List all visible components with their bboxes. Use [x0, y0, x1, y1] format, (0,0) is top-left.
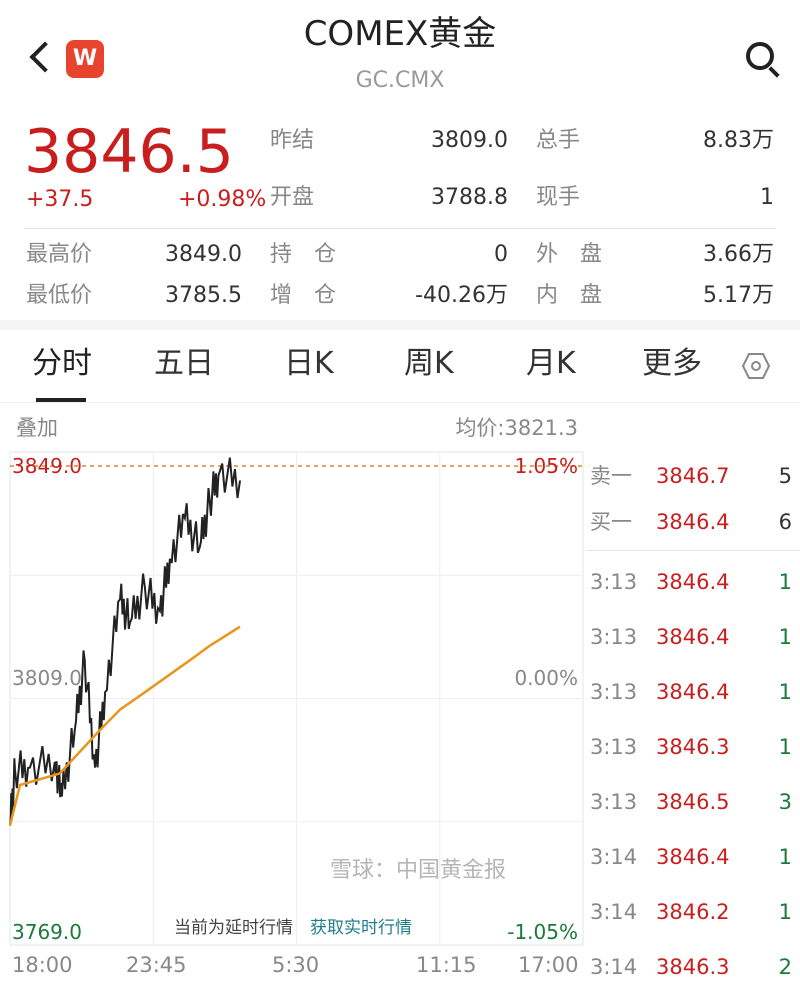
trade-volume: 3 — [778, 790, 792, 814]
trade-price: 3846.4 — [656, 570, 730, 594]
trade-time: 3:13 — [590, 790, 638, 814]
trade-price: 3846.2 — [656, 900, 730, 924]
y-label-high: 3849.0 — [12, 454, 82, 478]
trade-volume: 1 — [778, 570, 792, 594]
stat-label: 昨结 — [270, 128, 315, 153]
last-price: 3846.5 — [24, 117, 234, 187]
realtime-link[interactable]: 获取实时行情 — [310, 918, 412, 938]
stat-label: 最低价 — [26, 283, 93, 308]
active-tab-indicator — [36, 398, 86, 402]
price-line — [9, 457, 242, 826]
trade-time: 3:14 — [590, 845, 638, 869]
trade-price: 3846.3 — [656, 955, 730, 979]
stat-value: 5.17万 — [703, 283, 774, 308]
tab-5day[interactable]: 五日 — [154, 346, 214, 381]
search-icon[interactable] — [746, 42, 774, 70]
average-price-line — [8, 625, 241, 826]
trade-price: 3846.4 — [656, 625, 730, 649]
stat-value: 0 — [494, 242, 508, 267]
trade-volume: 2 — [778, 955, 792, 979]
price-change: +37.5 — [26, 187, 94, 212]
trade-time: 3:13 — [590, 625, 638, 649]
stat-value: -40.26万 — [415, 283, 508, 308]
stat-value: 3788.8 — [431, 185, 508, 210]
app-logo: W — [66, 40, 104, 78]
avg-price: 均价:3821.3 — [455, 416, 578, 440]
tab-daily-k[interactable]: 日K — [284, 346, 334, 381]
x-tick: 18:00 — [12, 953, 73, 977]
x-tick: 11:15 — [416, 953, 477, 977]
stat-label: 外 盘 — [536, 242, 603, 267]
y-pct-mid: 0.00% — [514, 666, 578, 690]
tab-weekly-k[interactable]: 周K — [404, 346, 454, 381]
y-label-low: 3769.0 — [12, 920, 82, 944]
stat-value: 3849.0 — [165, 242, 242, 267]
x-tick: 17:00 — [518, 953, 579, 977]
section-divider — [0, 320, 800, 330]
stat-value: 3785.5 — [165, 283, 242, 308]
trade-time: 3:14 — [590, 955, 638, 979]
stat-label: 内 盘 — [536, 283, 603, 308]
divider — [0, 402, 800, 403]
tab-intraday[interactable]: 分时 — [32, 346, 92, 381]
ask1-vol: 5 — [778, 464, 792, 488]
trade-volume: 1 — [778, 680, 792, 704]
y-pct-high: 1.05% — [514, 454, 578, 478]
stat-value: 1 — [760, 185, 774, 210]
trade-time: 3:13 — [590, 680, 638, 704]
delay-notice: 当前为延时行情 — [174, 918, 293, 938]
x-tick: 5:30 — [272, 953, 320, 977]
trade-price: 3846.3 — [656, 735, 730, 759]
bid1-price: 3846.4 — [656, 510, 730, 534]
trade-price: 3846.4 — [656, 845, 730, 869]
watermark: 雪球：中国黄金报 — [330, 858, 507, 883]
stat-label: 持 仓 — [270, 242, 337, 267]
trade-time: 3:14 — [590, 900, 638, 924]
stat-label: 总手 — [536, 128, 581, 153]
tab-monthly-k[interactable]: 月K — [526, 346, 576, 381]
stat-label: 开盘 — [270, 185, 315, 210]
trade-volume: 1 — [778, 735, 792, 759]
page-title: COMEX黄金 — [303, 14, 497, 54]
ask1-label: 卖一 — [590, 464, 632, 488]
instrument-code: GC.CMX — [355, 68, 445, 93]
price-change-pct: +0.98% — [178, 187, 267, 212]
divider — [586, 550, 800, 551]
trade-volume: 1 — [778, 845, 792, 869]
trade-price: 3846.5 — [656, 790, 730, 814]
intraday-chart — [8, 451, 584, 946]
y-label-mid: 3809.0 — [12, 666, 82, 690]
bid1-label: 买一 — [590, 510, 632, 534]
stat-label: 现手 — [536, 185, 581, 210]
ask1-price: 3846.7 — [656, 464, 730, 488]
y-pct-low: -1.05% — [507, 920, 578, 944]
tab-more[interactable]: 更多 — [642, 346, 702, 381]
overlay-button[interactable]: 叠加 — [16, 416, 58, 440]
trade-volume: 1 — [778, 625, 792, 649]
divider — [24, 228, 776, 229]
bid1-vol: 6 — [778, 510, 792, 534]
trade-price: 3846.4 — [656, 680, 730, 704]
trade-volume: 1 — [778, 900, 792, 924]
stat-label: 最高价 — [26, 242, 93, 267]
x-tick: 23:45 — [126, 953, 187, 977]
stat-value: 3.66万 — [703, 242, 774, 267]
settings-hexagon-icon[interactable] — [742, 352, 770, 380]
stat-value: 8.83万 — [703, 128, 774, 153]
stat-label: 增 仓 — [270, 283, 337, 308]
trade-time: 3:13 — [590, 735, 638, 759]
trade-time: 3:13 — [590, 570, 638, 594]
stat-value: 3809.0 — [431, 128, 508, 153]
